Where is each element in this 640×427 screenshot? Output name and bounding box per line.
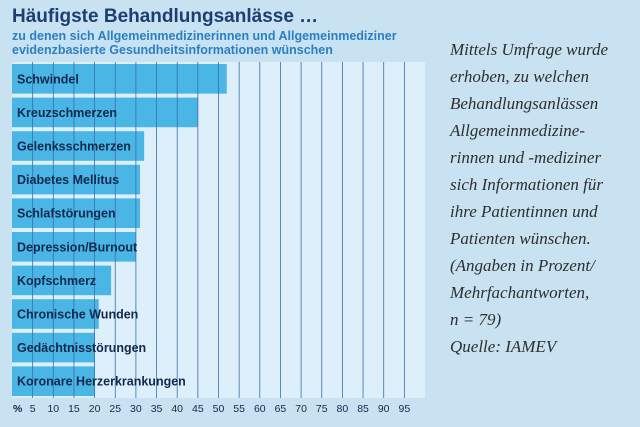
category-label: Kopfschmerz: [17, 274, 96, 288]
x-tick-label: 20: [89, 403, 101, 415]
bar: [12, 164, 141, 195]
x-tick-label: 75: [316, 403, 328, 415]
x-tick-label: 80: [337, 403, 349, 415]
category-label: Gelenksschmerzen: [17, 140, 131, 154]
x-tick-label: 95: [399, 403, 411, 415]
note-line: sich Informationen für: [450, 175, 603, 194]
x-tick-label: 30: [130, 403, 142, 415]
note-line: (Angaben in Prozent/: [450, 256, 595, 275]
category-label: Depression/Burnout: [17, 240, 138, 254]
note-line: ihre Patientinnen und: [450, 202, 598, 221]
bar: [12, 64, 227, 94]
x-tick-label: 15: [68, 403, 80, 415]
category-label: Koronare Herzerkrankungen: [17, 375, 186, 389]
category-label: Gedächtnisstörungen: [17, 341, 146, 355]
category-label: Schlafstörungen: [17, 207, 116, 221]
x-tick-label: 65: [275, 403, 287, 415]
note-line: Allgemeinmedizine-: [450, 121, 586, 140]
x-tick-label: 40: [171, 403, 183, 415]
source-note: Mittels Umfrage wurde erhoben, zu welchen…: [450, 36, 636, 360]
category-label: Chronische Wunden: [17, 308, 138, 322]
x-tick-label: 90: [378, 403, 390, 415]
bar: [12, 299, 99, 329]
chart-title: Häufigste Behandlungsanlässe …: [12, 6, 319, 27]
note-line: rinnen und -mediziner: [450, 148, 602, 167]
x-tick-label: 25: [109, 403, 121, 415]
x-tick-label: 5: [30, 403, 36, 415]
note-line: erhoben, zu welchen: [450, 67, 589, 86]
note-line: n = 79): [450, 310, 502, 329]
bar: [12, 131, 145, 161]
x-tick-label: 60: [254, 403, 266, 415]
chart-subtitle-line-2: evidenzbasierte Gesundheitsinformationen…: [12, 43, 333, 57]
x-tick-label: 45: [192, 403, 204, 415]
x-tick-label: 55: [233, 403, 245, 415]
bar: [12, 198, 141, 228]
category-label: Diabetes Mellitus: [17, 173, 119, 187]
x-tick-label: 35: [151, 403, 163, 415]
chart-subtitle-line-1: zu denen sich Allgemeinmedizinerinnen un…: [12, 29, 397, 43]
x-tick-label: 70: [295, 403, 307, 415]
category-label: Schwindel: [17, 72, 79, 86]
x-tick-label: 10: [47, 403, 59, 415]
note-line: Patienten wünschen.: [450, 229, 591, 248]
note-line: Quelle: IAMEV: [450, 337, 557, 356]
x-tick-label: 50: [213, 403, 225, 415]
note-line: Behandlungsanlässen: [450, 94, 599, 113]
category-label: Kreuzschmerzen: [17, 106, 117, 120]
bar: [12, 97, 198, 128]
note-line: Mittels Umfrage wurde: [450, 40, 609, 59]
x-tick-label: 85: [357, 403, 369, 415]
note-line: Mehrfachantworten,: [450, 283, 590, 302]
x-unit-label: %: [13, 403, 23, 415]
